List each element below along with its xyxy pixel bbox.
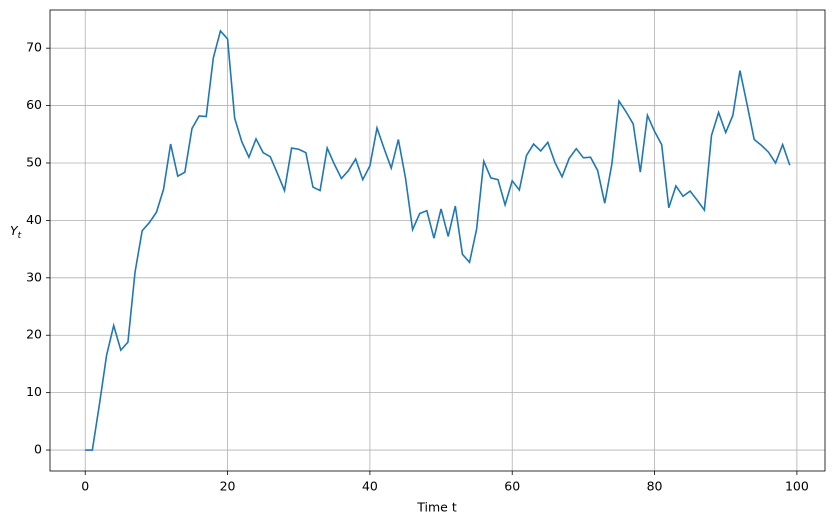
y-tick-label: 60 — [26, 97, 42, 112]
x-tick-label: 100 — [785, 479, 809, 494]
y-axis-label-subscript: t — [18, 231, 22, 241]
y-tick-label: 0 — [34, 442, 42, 457]
x-tick-label: 80 — [647, 479, 663, 494]
y-tick-label: 70 — [26, 40, 42, 55]
data-line — [85, 29, 791, 451]
x-tick-label: 60 — [504, 479, 520, 494]
y-tick-label: 30 — [26, 269, 42, 284]
y-axis-label-main: Y — [10, 223, 19, 238]
y-tick-label: 10 — [26, 384, 42, 399]
y-axis-label: Yt — [10, 223, 22, 241]
x-tick-label: 40 — [362, 479, 378, 494]
y-tick-label: 20 — [26, 327, 42, 342]
y-tick-label: 50 — [26, 154, 42, 169]
y-tick-label: 40 — [26, 212, 42, 227]
x-tick-label: 0 — [81, 479, 89, 494]
x-tick-label: 20 — [220, 479, 236, 494]
x-axis-label: Time t — [416, 500, 457, 515]
plot-frame — [49, 9, 826, 472]
